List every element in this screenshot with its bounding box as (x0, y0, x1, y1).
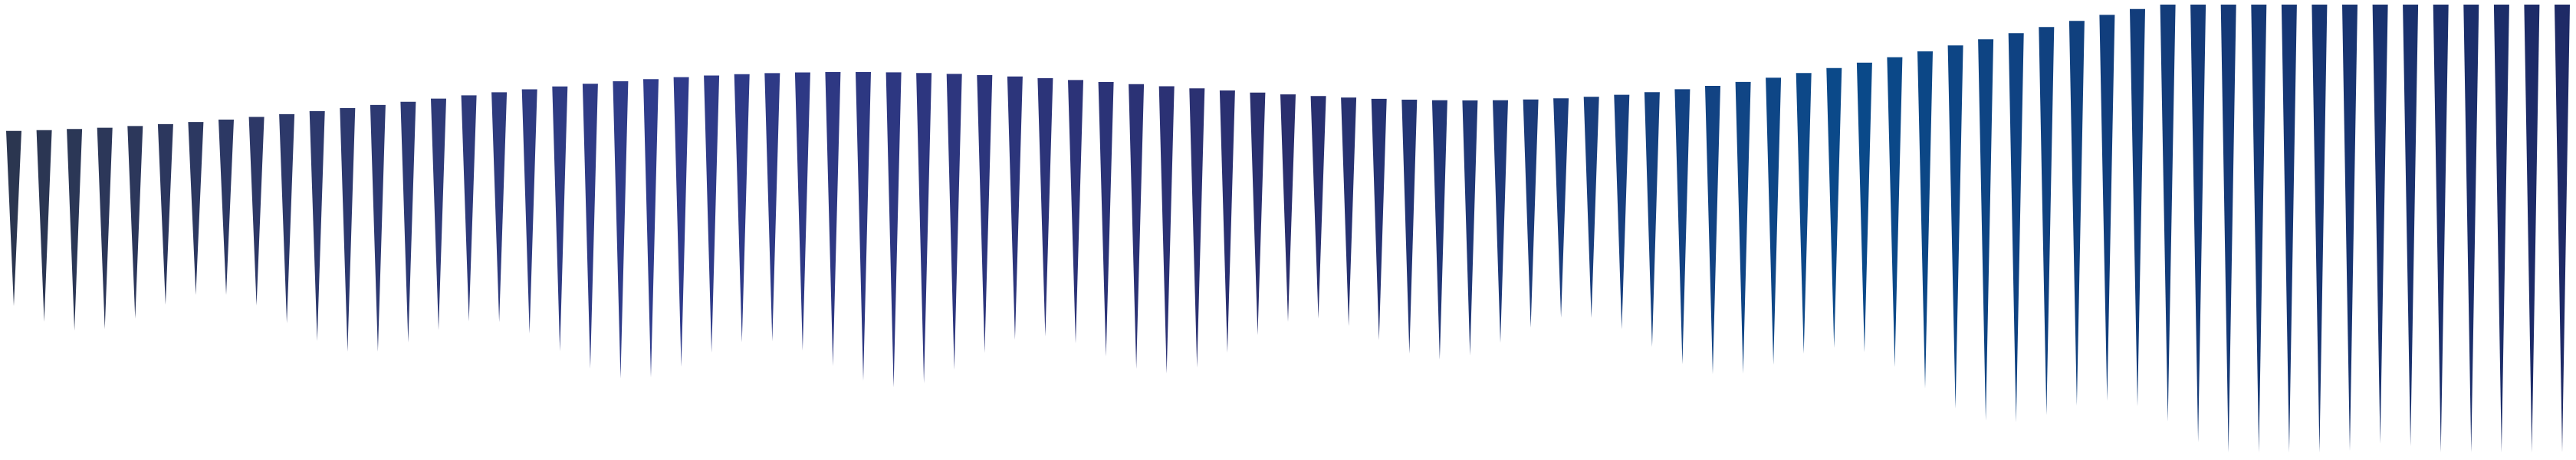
waveform-spike (856, 72, 871, 381)
waveform-spike (1068, 80, 1083, 343)
waveform-spike (582, 84, 598, 369)
waveform-spike (157, 123, 173, 305)
waveform-spike (1674, 89, 1691, 365)
waveform-spike (2403, 5, 2419, 446)
waveform-spike (36, 130, 52, 322)
waveform-spike (1735, 81, 1751, 374)
waveform-spike (2068, 21, 2085, 406)
waveform-spike (2372, 5, 2388, 444)
waveform-spike (2039, 27, 2055, 416)
waveform-spike (2524, 5, 2540, 452)
waveform-spike (279, 113, 295, 324)
waveform-spike (1887, 57, 1903, 367)
waveform-spike (2433, 5, 2449, 452)
waveform-spike (977, 75, 993, 353)
spike-group (6, 5, 2570, 452)
waveform-spike (2555, 5, 2570, 452)
waveform-spike (2463, 5, 2479, 452)
waveform-spike (431, 98, 446, 330)
waveform-spike (1341, 97, 1357, 327)
waveform-spike (1523, 99, 1539, 328)
waveform-spike (2312, 5, 2328, 452)
waveform-spike (552, 86, 568, 352)
waveform-spike (2099, 15, 2115, 401)
waveform-spike (2342, 5, 2358, 451)
waveform-spike (1856, 62, 1872, 353)
waveform-spike (2008, 33, 2024, 422)
waveform-spike (946, 74, 962, 370)
waveform-spike (2190, 5, 2206, 442)
waveform-spike (521, 89, 537, 334)
waveform-spike (1493, 100, 1508, 343)
waveform-spike (97, 127, 113, 330)
waveform-spike (916, 73, 932, 383)
waveform-spike (400, 101, 416, 343)
waveform-spike (2160, 5, 2176, 422)
waveform-spike (673, 77, 689, 367)
waveform-spike (1250, 92, 1266, 335)
waveform-spike (2130, 8, 2145, 406)
waveform-spike (1917, 51, 1933, 389)
waveform-spike (1766, 77, 1782, 365)
waveform-spike (1219, 90, 1235, 353)
waveform-spike (1129, 84, 1145, 370)
waveform-spike (825, 72, 841, 366)
waveform-spike (734, 74, 750, 343)
waveform-spike (1614, 94, 1630, 330)
waveform-spike (764, 73, 780, 342)
waveform-spike (1462, 100, 1478, 356)
waveform-spike (219, 120, 234, 295)
waveform-spike (1280, 94, 1296, 322)
waveform-spike (1371, 98, 1387, 340)
waveform-spike (1037, 78, 1053, 337)
waveform-spike (370, 104, 386, 352)
waveform-spike (491, 92, 508, 323)
waveform-spike (248, 117, 264, 306)
waveform-spike (1189, 88, 1205, 368)
waveform-spike (188, 122, 204, 295)
waveform-spike (461, 95, 477, 322)
waveform-spike (309, 111, 325, 341)
waveform-spike (2220, 5, 2236, 452)
waveform-spike (1644, 92, 1660, 347)
waveform-spike (1431, 100, 1447, 360)
waveform-spike (340, 108, 356, 352)
waveform-spike (704, 75, 720, 353)
waveform-spike (2251, 5, 2267, 452)
waveform-spike (886, 72, 902, 388)
waveform-spike (67, 129, 83, 331)
waveform-spike (1705, 86, 1720, 374)
waveform-spike (1583, 97, 1599, 318)
waveform-spike (794, 72, 810, 351)
waveform-spike (1310, 96, 1326, 319)
waveform-spike (6, 130, 21, 307)
waveform-spike (1098, 82, 1114, 356)
waveform-spike (613, 81, 629, 379)
waveform-spike (1947, 45, 1963, 409)
waveform-spike (1978, 39, 1994, 421)
waveform-spike (1158, 86, 1175, 374)
waveform-spike (1401, 100, 1418, 354)
waveform-spike (2493, 5, 2509, 452)
waveform-spike (1553, 98, 1569, 318)
waveform-spike (2281, 5, 2297, 452)
waveform-spike (1826, 67, 1842, 348)
waveform-spike (1796, 73, 1812, 354)
waveform-spike (643, 79, 659, 378)
waveform-spike (1007, 76, 1023, 340)
waveform-spike (127, 126, 143, 319)
